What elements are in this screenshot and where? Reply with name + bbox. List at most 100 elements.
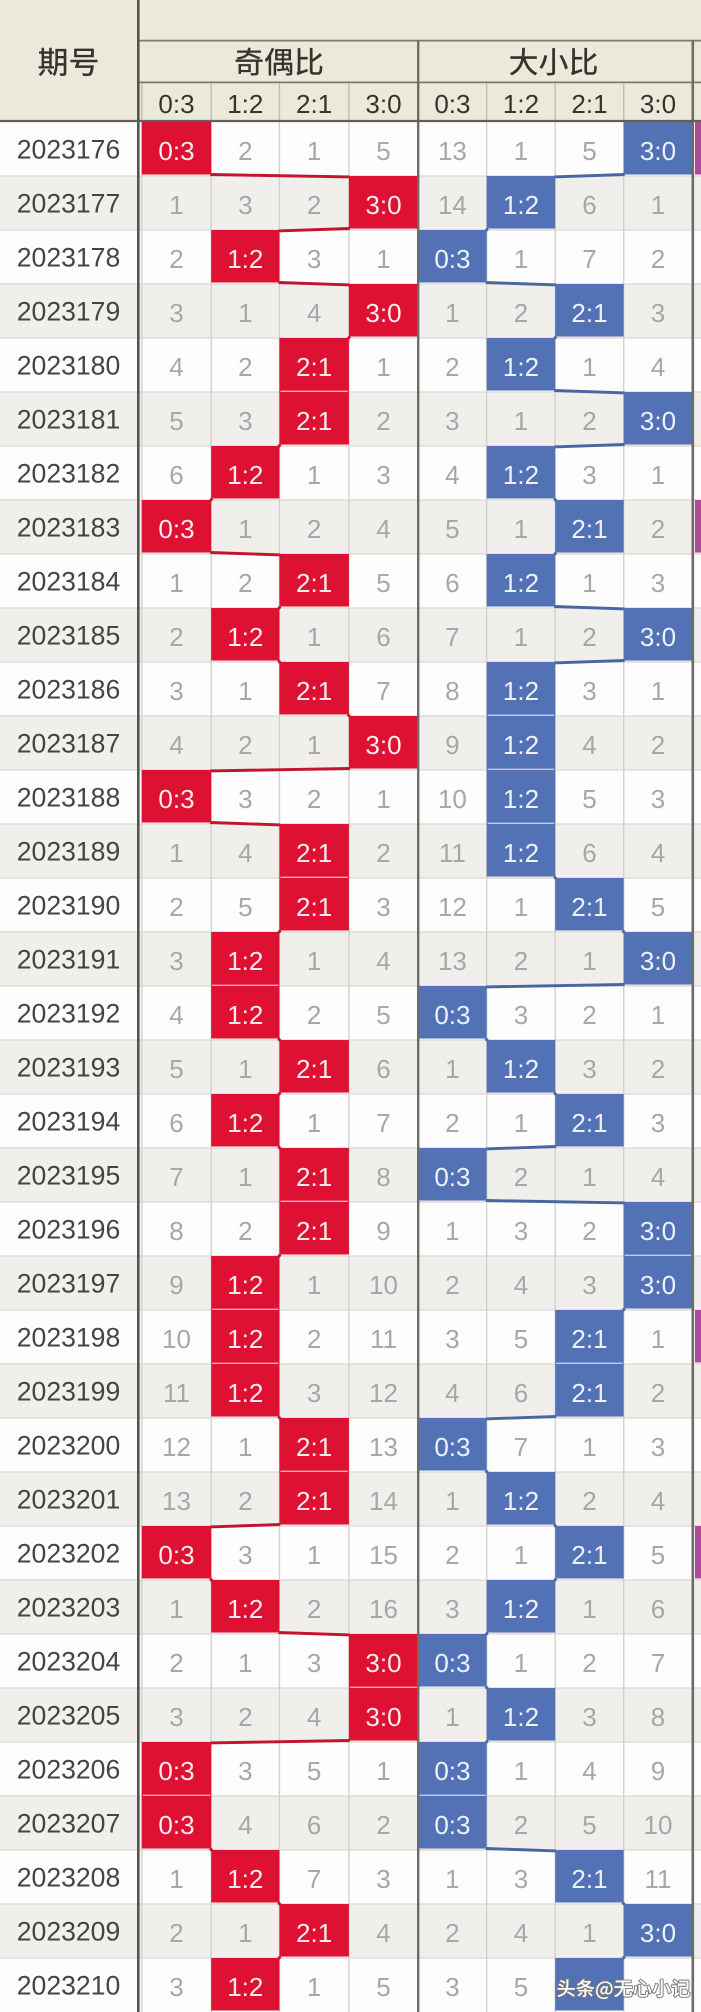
svg-text:1: 1 [651,460,665,490]
svg-text:1:2: 1:2 [503,89,539,119]
svg-text:8: 8 [445,676,459,706]
svg-text:2: 2 [238,136,252,166]
svg-text:2: 2 [445,1108,459,1138]
svg-text:4: 4 [582,1756,596,1786]
svg-text:1: 1 [582,1432,596,1462]
svg-text:0:3: 0:3 [158,136,194,166]
svg-text:9: 9 [376,1216,390,1246]
svg-text:2023203: 2023203 [17,1593,121,1623]
svg-text:14: 14 [438,190,467,220]
svg-text:2: 2 [651,1378,665,1408]
svg-text:8: 8 [376,1162,390,1192]
svg-text:1:2: 1:2 [503,190,539,220]
svg-text:1: 1 [307,136,321,166]
svg-text:5: 5 [376,1972,390,2002]
svg-text:3: 3 [238,1756,252,1786]
svg-text:2023186: 2023186 [17,675,121,705]
svg-text:11: 11 [370,1324,397,1354]
svg-text:3: 3 [238,784,252,814]
svg-text:0:3: 0:3 [434,1432,470,1462]
svg-text:1: 1 [514,892,528,922]
svg-text:1:2: 1:2 [503,1054,539,1084]
svg-text:1:2: 1:2 [227,1864,263,1894]
svg-text:3: 3 [651,298,665,328]
svg-text:6: 6 [376,1054,390,1084]
svg-text:3: 3 [651,1108,665,1138]
svg-text:1: 1 [514,1540,528,1570]
svg-text:3: 3 [169,1972,183,2002]
svg-text:1: 1 [238,1162,252,1192]
svg-text:7: 7 [307,1864,321,1894]
svg-text:2: 2 [582,622,596,652]
svg-text:2023191: 2023191 [17,945,121,975]
svg-text:3: 3 [651,1432,665,1462]
svg-text:7: 7 [651,1648,665,1678]
svg-text:2:1: 2:1 [296,1216,332,1246]
svg-text:0:3: 0:3 [158,784,194,814]
svg-text:2: 2 [445,352,459,382]
svg-text:3: 3 [376,1864,390,1894]
svg-text:1: 1 [307,730,321,760]
svg-text:2: 2 [376,406,390,436]
svg-text:2023198: 2023198 [17,1323,121,1353]
svg-text:11: 11 [645,1864,672,1894]
svg-text:2: 2 [376,1810,390,1840]
svg-text:7: 7 [169,1162,183,1192]
svg-text:1: 1 [307,1270,321,1300]
svg-text:2023206: 2023206 [17,1755,121,1785]
svg-text:2:1: 2:1 [571,1324,607,1354]
svg-text:6: 6 [582,838,596,868]
svg-text:1: 1 [307,460,321,490]
svg-text:2023210: 2023210 [17,1971,121,2001]
svg-text:2:1: 2:1 [571,298,607,328]
svg-text:13: 13 [438,136,467,166]
svg-text:1: 1 [238,514,252,544]
svg-text:3: 3 [514,1864,528,1894]
svg-text:7: 7 [376,676,390,706]
svg-text:1: 1 [376,784,390,814]
svg-text:13: 13 [369,1432,398,1462]
svg-text:0:3: 0:3 [434,1000,470,1030]
svg-text:1: 1 [376,352,390,382]
svg-text:2:1: 2:1 [571,892,607,922]
svg-text:2: 2 [582,1216,596,1246]
svg-text:2: 2 [514,946,528,976]
svg-text:3:0: 3:0 [640,1270,676,1300]
svg-text:4: 4 [514,1270,528,1300]
svg-text:3:0: 3:0 [640,1216,676,1246]
svg-text:3:0: 3:0 [365,89,401,119]
svg-text:5: 5 [514,1324,528,1354]
svg-text:1: 1 [651,190,665,220]
svg-text:2: 2 [514,298,528,328]
svg-text:1: 1 [445,1054,459,1084]
svg-text:1: 1 [376,244,390,274]
svg-text:1: 1 [514,514,528,544]
svg-text:1:2: 1:2 [503,784,539,814]
svg-text:0:3: 0:3 [158,1756,194,1786]
svg-text:2:1: 2:1 [571,1540,607,1570]
svg-text:4: 4 [169,730,183,760]
svg-text:1: 1 [307,946,321,976]
svg-text:2023188: 2023188 [17,783,121,813]
svg-text:0:3: 0:3 [434,1756,470,1786]
svg-text:3: 3 [514,1216,528,1246]
svg-text:2023204: 2023204 [17,1647,121,1677]
svg-text:3: 3 [307,244,321,274]
svg-text:3: 3 [445,406,459,436]
svg-text:3: 3 [445,1972,459,2002]
svg-text:3: 3 [582,1270,596,1300]
svg-text:1: 1 [445,298,459,328]
svg-text:2:1: 2:1 [296,1162,332,1192]
svg-text:2: 2 [582,406,596,436]
svg-text:9: 9 [651,1756,665,1786]
svg-text:1: 1 [169,1864,183,1894]
svg-text:0:3: 0:3 [434,1810,470,1840]
svg-text:1:2: 1:2 [227,1972,263,2002]
svg-text:6: 6 [376,622,390,652]
svg-text:2:1: 2:1 [296,406,332,436]
svg-text:1: 1 [514,1756,528,1786]
svg-text:2: 2 [169,622,183,652]
svg-text:2: 2 [651,1054,665,1084]
svg-text:5: 5 [582,1810,596,1840]
svg-text:2:1: 2:1 [571,1864,607,1894]
